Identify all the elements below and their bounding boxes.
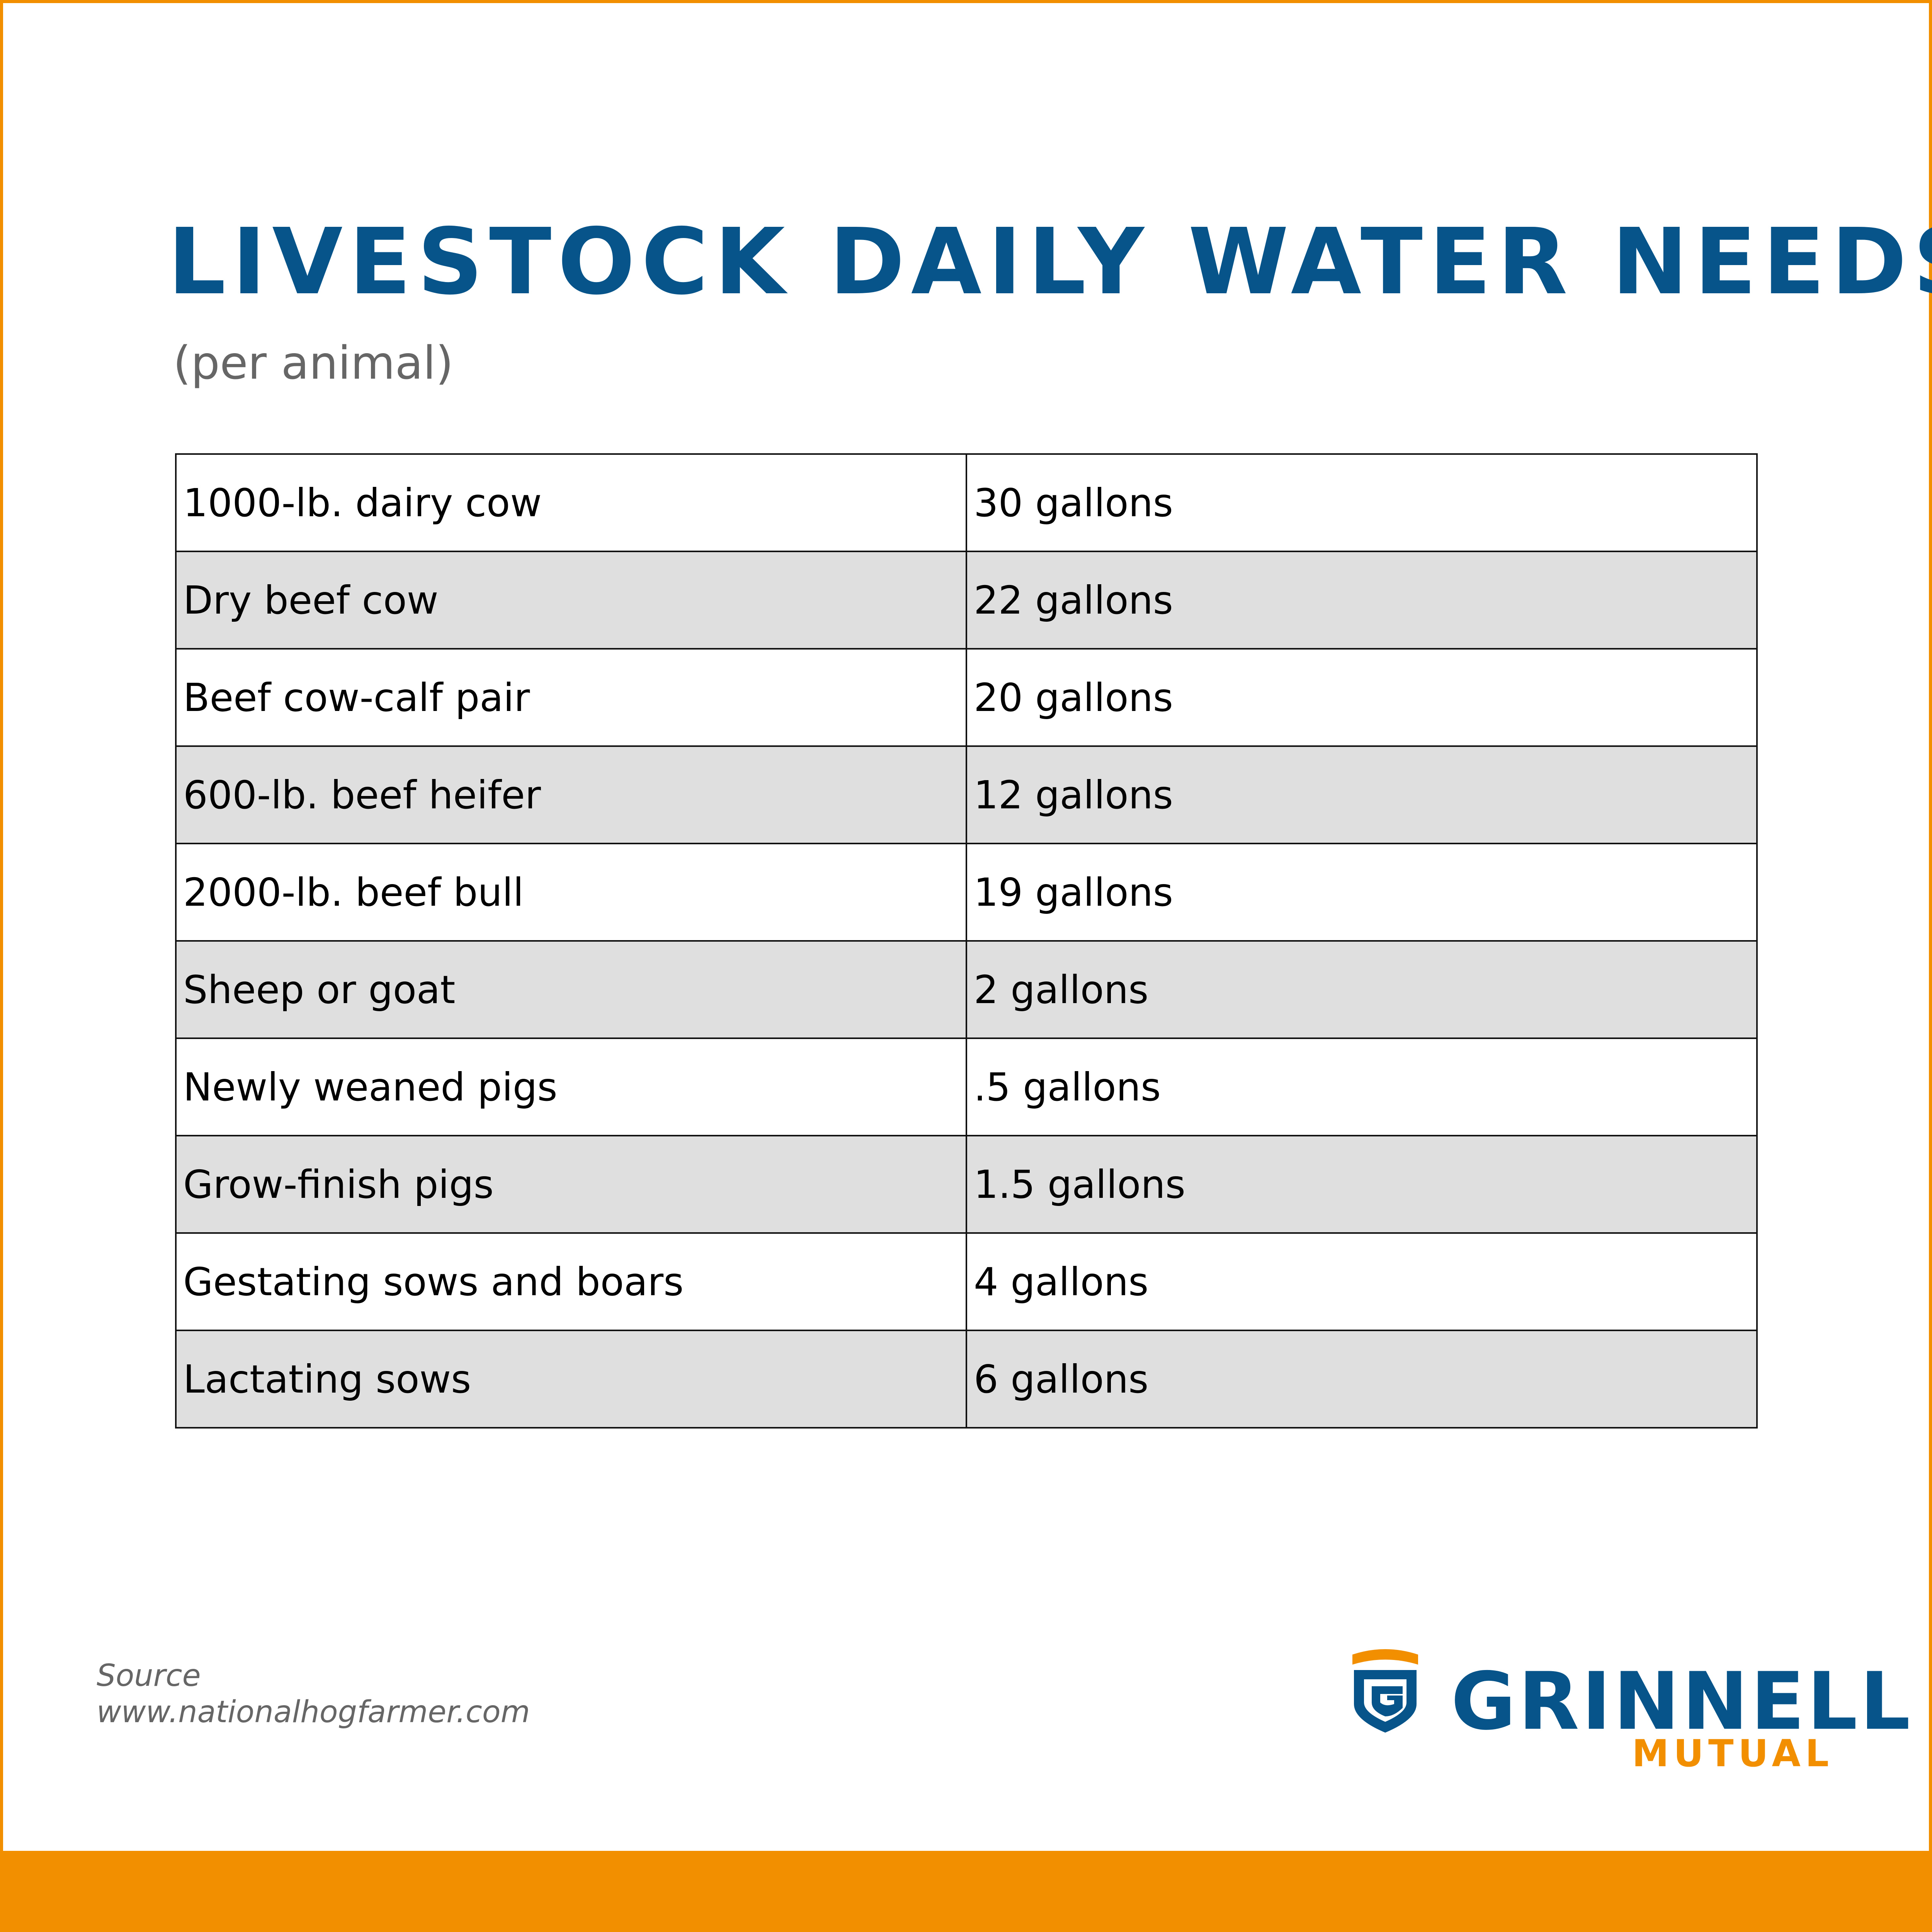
water-cell: 1.5 gallons bbox=[966, 1135, 1758, 1234]
water-cell: 19 gallons bbox=[966, 843, 1758, 942]
animal-cell: 600-lb. beef heifer bbox=[175, 745, 967, 844]
table-row: Sheep or goat 2 gallons bbox=[175, 940, 1758, 1039]
water-needs-table: 1000-lb. dairy cow 30 gallons Dry beef c… bbox=[175, 453, 1758, 1429]
water-cell: 30 gallons bbox=[966, 453, 1758, 552]
water-cell: 22 gallons bbox=[966, 551, 1758, 650]
animal-cell: 1000-lb. dairy cow bbox=[175, 453, 967, 552]
table-row: Grow-finish pigs 1.5 gallons bbox=[175, 1135, 1758, 1234]
water-cell: 6 gallons bbox=[966, 1330, 1758, 1429]
water-cell: .5 gallons bbox=[966, 1037, 1758, 1136]
animal-cell: Grow-finish pigs bbox=[175, 1135, 967, 1234]
animal-cell: Beef cow-calf pair bbox=[175, 648, 967, 747]
table-row: Beef cow-calf pair 20 gallons bbox=[175, 648, 1758, 747]
shield-g-icon bbox=[1352, 1649, 1418, 1733]
table-row: 1000-lb. dairy cow 30 gallons bbox=[175, 453, 1758, 552]
water-cell: 20 gallons bbox=[966, 648, 1758, 747]
page-subtitle: (per animal) bbox=[173, 336, 454, 389]
water-cell: 2 gallons bbox=[966, 940, 1758, 1039]
table-row: Lactating sows 6 gallons bbox=[175, 1330, 1758, 1429]
logo-name: GRINNELL bbox=[1451, 1656, 1913, 1748]
animal-cell: 2000-lb. beef bull bbox=[175, 843, 967, 942]
table-row: Dry beef cow 22 gallons bbox=[175, 551, 1758, 650]
bottom-band bbox=[0, 1851, 1932, 1932]
table-row: Gestating sows and boars 4 gallons bbox=[175, 1232, 1758, 1331]
source-url: www.nationalhogfarmer.com bbox=[97, 1695, 530, 1730]
animal-cell: Dry beef cow bbox=[175, 551, 967, 650]
table-row: 2000-lb. beef bull 19 gallons bbox=[175, 843, 1758, 942]
source-label: Source bbox=[97, 1658, 201, 1693]
logo-subname: MUTUAL bbox=[1632, 1732, 1833, 1775]
water-cell: 4 gallons bbox=[966, 1232, 1758, 1331]
table-row: Newly weaned pigs .5 gallons bbox=[175, 1037, 1758, 1136]
animal-cell: Lactating sows bbox=[175, 1330, 967, 1429]
animal-cell: Sheep or goat bbox=[175, 940, 967, 1039]
source-note: Source www.nationalhogfarmer.com bbox=[97, 1658, 530, 1730]
grinnell-logo: GRINNELL MUTUAL bbox=[1349, 1646, 1910, 1777]
page-title: LIVESTOCK DAILY WATER NEEDS bbox=[168, 209, 1932, 315]
table-row: 600-lb. beef heifer 12 gallons bbox=[175, 745, 1758, 844]
water-cell: 12 gallons bbox=[966, 745, 1758, 844]
animal-cell: Gestating sows and boars bbox=[175, 1232, 967, 1331]
animal-cell: Newly weaned pigs bbox=[175, 1037, 967, 1136]
